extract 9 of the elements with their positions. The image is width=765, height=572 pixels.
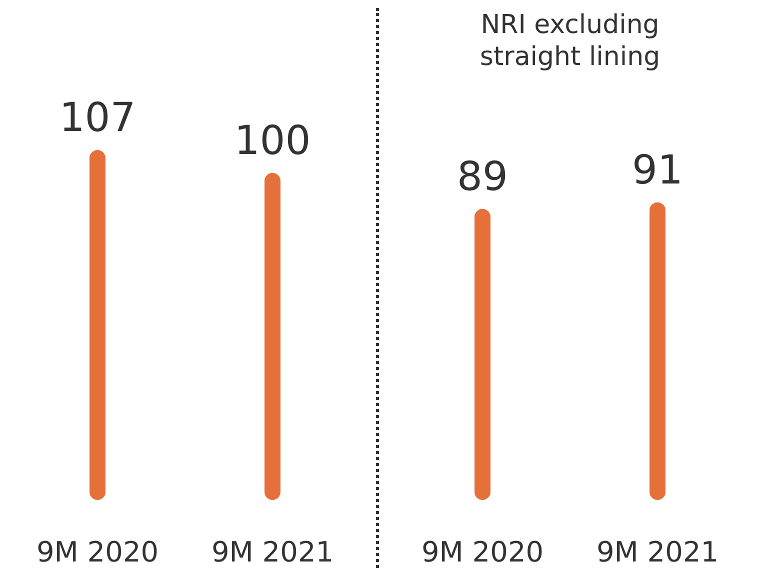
data-label: 100 [234,118,311,164]
data-label: 91 [632,147,683,194]
data-label: 107 [59,95,136,141]
x-tick-label: 9M 2021 [211,536,334,568]
x-tick-label: 9M 2021 [596,536,719,568]
chart-title: NRI excluding straight lining [480,10,660,72]
data-label: 89 [457,154,508,200]
x-tick-label: 9M 2020 [36,536,159,568]
x-tick-label: 9M 2020 [421,536,544,568]
